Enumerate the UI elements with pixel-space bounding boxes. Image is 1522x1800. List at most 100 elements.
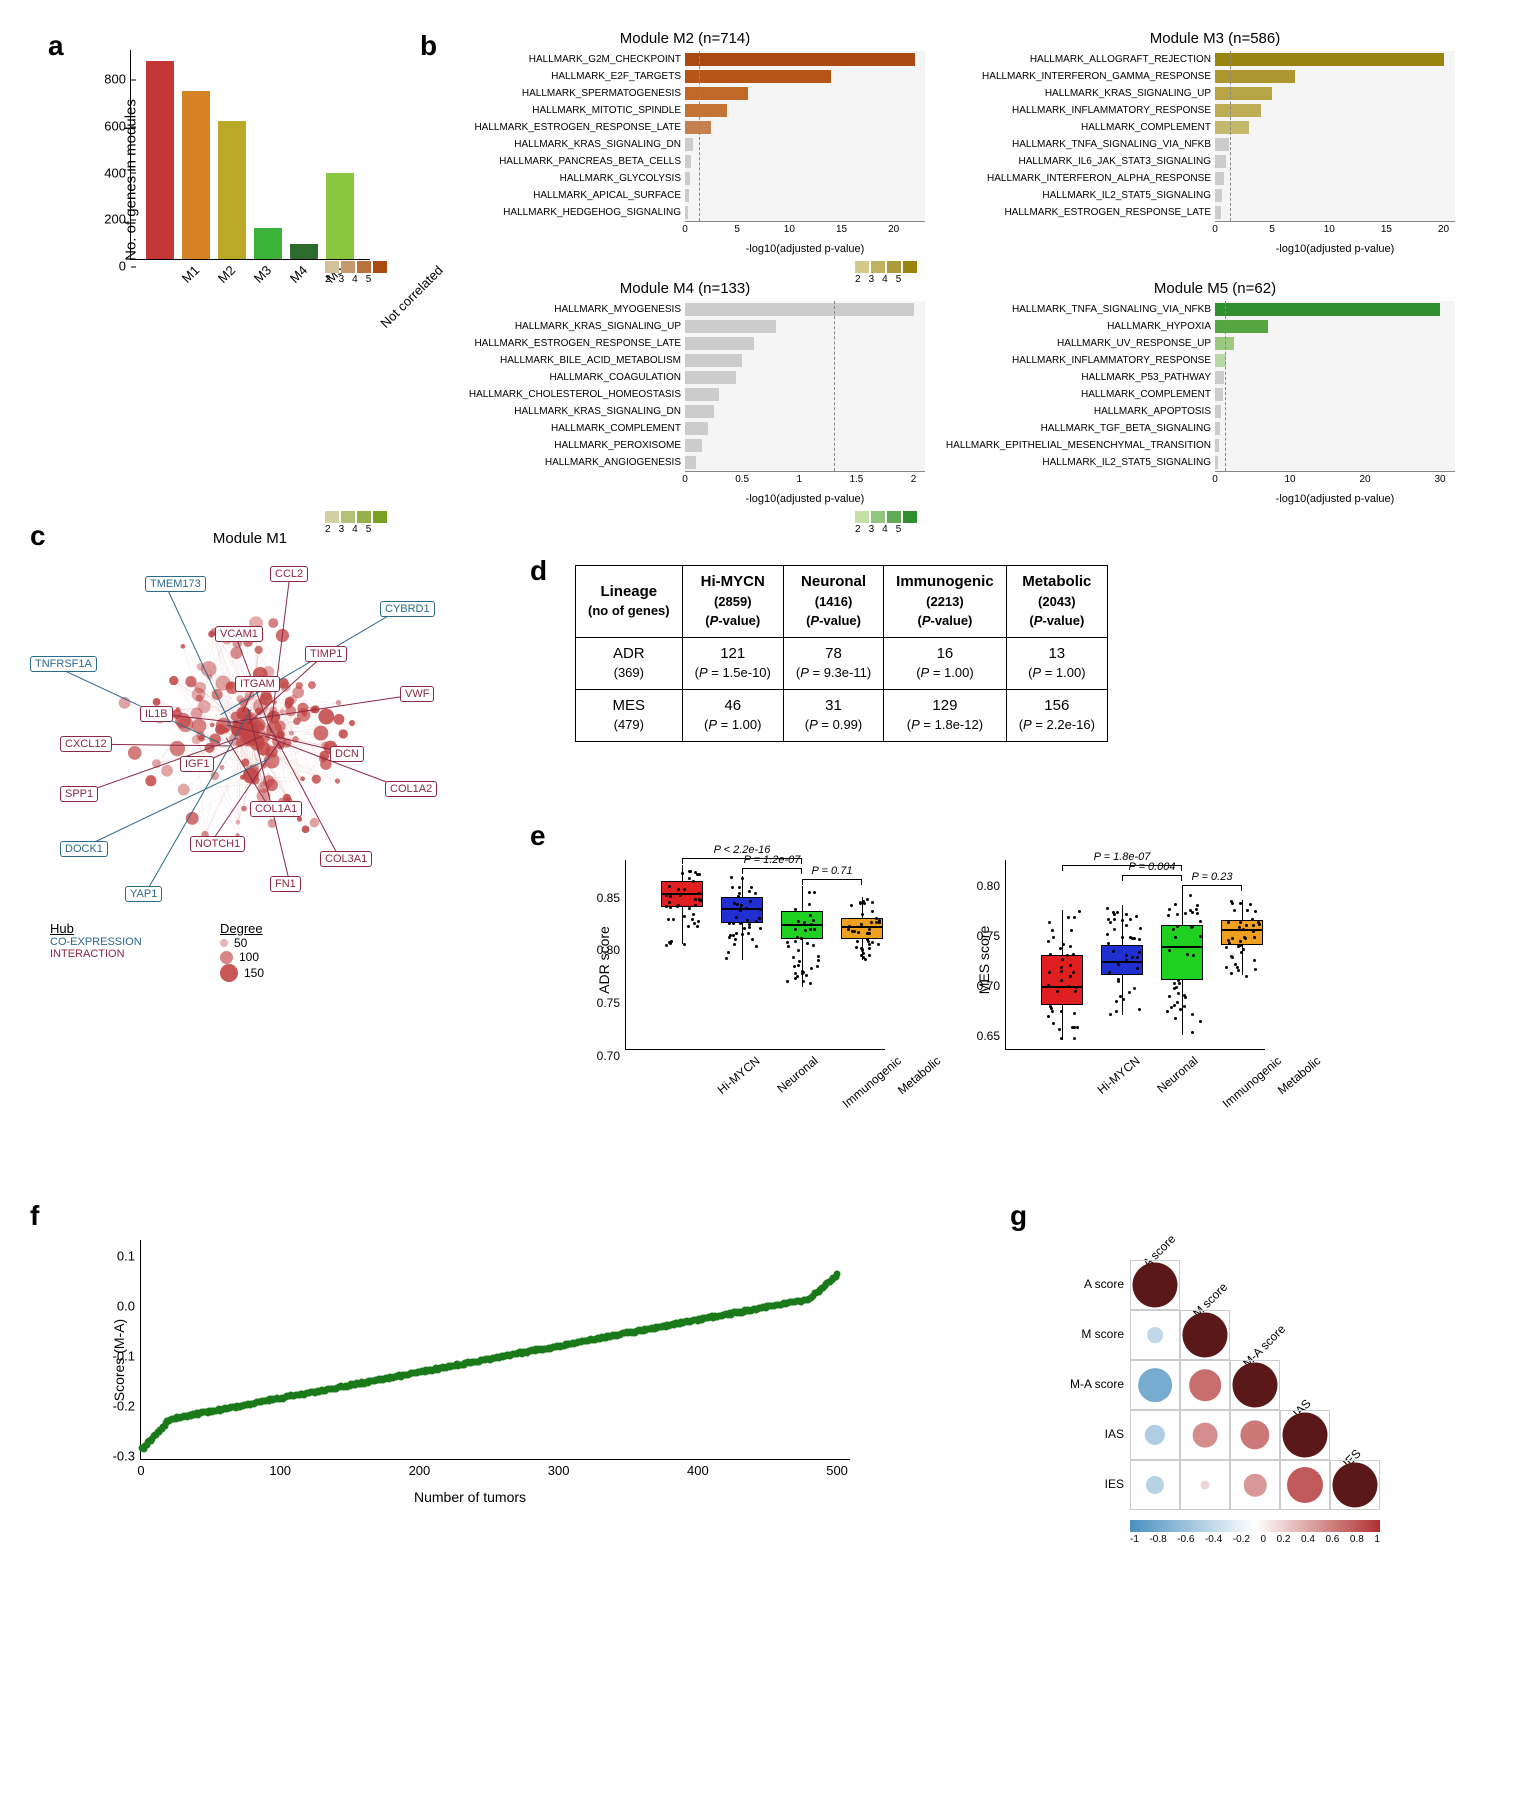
enrich-item-label: HALLMARK_UV_RESPONSE_UP: [1057, 335, 1215, 352]
boxplot-ytick: 0.70: [977, 979, 1006, 993]
corr-circle: [1283, 1413, 1328, 1458]
table-cell: 46(P = 1.00): [682, 689, 783, 741]
enrich-legend: 2345: [325, 261, 387, 273]
panel-a-xtick: M1: [175, 259, 202, 286]
pvalue-text: P = 0.23: [1192, 871, 1233, 883]
panel-a-bar: [218, 121, 246, 259]
boxplot-xlabel: Neuronal: [1150, 1049, 1200, 1096]
corr-circle: [1146, 1476, 1164, 1494]
enrich-item-label: HALLMARK_COMPLEMENT: [1081, 386, 1215, 403]
enrich-item-label: HALLMARK_ALLOGRAFT_REJECTION: [1030, 51, 1215, 68]
enrich-item-label: HALLMARK_APOPTOSIS: [1094, 403, 1215, 420]
gene-label: CCL2: [270, 566, 308, 582]
corr-circle: [1138, 1368, 1172, 1402]
enrich-plot: HALLMARK_ALLOGRAFT_REJECTIONHALLMARK_INT…: [1215, 51, 1455, 221]
table-rowhead: ADR(369): [576, 637, 683, 689]
enrich-bar: [1215, 371, 1224, 384]
gene-label: VWF: [400, 686, 434, 702]
gene-label: CYBRD1: [380, 601, 435, 617]
enrich-item-label: HALLMARK_GLYCOLYSIS: [560, 170, 685, 187]
panel-a-xtick: M2: [211, 259, 238, 286]
gene-label: FN1: [270, 876, 301, 892]
table-rowhead: MES(479): [576, 689, 683, 741]
enrich-xtick: 10: [1324, 224, 1335, 235]
enrich-bar: [1215, 138, 1229, 151]
enrich-xtick: 0: [1212, 224, 1218, 235]
enrich-bar: [1215, 303, 1440, 316]
panel-f-label: f: [30, 1200, 39, 1232]
panel-a-bar: [146, 61, 174, 259]
enrich-xlabel: -log10(adjusted p-value): [685, 243, 925, 255]
scatter-ytick: 0.1: [117, 1249, 141, 1264]
enrich-bar: [685, 456, 696, 469]
corr-circle: [1287, 1467, 1323, 1503]
enrich-legend: 2345: [325, 511, 387, 523]
gene-label: DOCK1: [60, 841, 108, 857]
gene-label: YAP1: [125, 886, 162, 902]
corr-label: A score: [1084, 1277, 1124, 1291]
panel-d-label: d: [530, 555, 547, 587]
enrich-module: Module M5 (n=62)HALLMARK_TNFA_SIGNALING_…: [975, 280, 1455, 505]
gene-label: IGF1: [180, 756, 214, 772]
gene-label: TNFRSF1A: [30, 656, 97, 672]
enrich-bar: [1215, 155, 1226, 168]
enrich-module: Module M2 (n=714)HALLMARK_G2M_CHECKPOINT…: [445, 30, 925, 255]
enrich-xtick: 0: [682, 474, 688, 485]
enrich-item-label: HALLMARK_PEROXISOME: [554, 437, 685, 454]
corr-circle: [1133, 1263, 1178, 1308]
enrich-bar: [1215, 422, 1220, 435]
enrich-xtick: 20: [1438, 224, 1449, 235]
corr-scale-ticks: -1-0.8-0.6-0.4-0.200.20.40.60.81: [1130, 1534, 1380, 1545]
enrich-xtick: 0: [682, 224, 688, 235]
enrich-item-label: HALLMARK_KRAS_SIGNALING_UP: [1045, 85, 1215, 102]
degree-legend: Degree50100150: [220, 921, 264, 982]
boxplot-ytick: 0.75: [597, 996, 626, 1010]
corr-circle: [1233, 1363, 1278, 1408]
enrich-legend: 2345: [855, 511, 917, 523]
boxplot-ytick: 0.80: [977, 879, 1006, 893]
enrich-bar: [1215, 70, 1295, 83]
panel-a-xtick: M4: [283, 259, 310, 286]
enrich-bar: [1215, 87, 1272, 100]
enrich-bar: [1215, 405, 1221, 418]
enrich-item-label: HALLMARK_KRAS_SIGNALING_DN: [514, 136, 685, 153]
enrich-bar: [1215, 439, 1219, 452]
gene-label: COL3A1: [320, 851, 372, 867]
enrich-bar: [685, 206, 688, 219]
enrich-item-label: HALLMARK_IL6_JAK_STAT3_SIGNALING: [1019, 153, 1216, 170]
enrich-item-label: HALLMARK_MITOTIC_SPINDLE: [532, 102, 685, 119]
panel-a-ytick: 0: [119, 259, 131, 274]
enrich-item-label: HALLMARK_IL2_STAT5_SIGNALING: [1042, 187, 1215, 204]
enrich-plot: HALLMARK_MYOGENESISHALLMARK_KRAS_SIGNALI…: [685, 301, 925, 471]
boxplot-ytick: 0.70: [597, 1049, 626, 1063]
enrich-bar: [1215, 456, 1218, 469]
table-cell: 121(P = 1.5e-10): [682, 637, 783, 689]
enrich-item-label: HALLMARK_BILE_ACID_METABOLISM: [500, 352, 685, 369]
corr-circle: [1244, 1474, 1267, 1497]
enrich-xtick: 0: [1212, 474, 1218, 485]
table-header: Immunogenic(2213)(P-value): [884, 566, 1007, 638]
scatter-xtick: 300: [548, 1459, 570, 1478]
hub-title: Hub: [50, 921, 142, 936]
corr-label: IES: [1105, 1477, 1124, 1491]
figure-root: a No. of genes in modules 0200400600800M…: [20, 20, 1502, 1780]
enrich-bar: [1215, 172, 1224, 185]
scatter-xtick: 0: [137, 1459, 144, 1478]
corr-label: M score: [1081, 1327, 1124, 1341]
corr-circle: [1201, 1481, 1210, 1490]
gene-label: ITGAM: [235, 676, 280, 692]
table-cell: 16(P = 1.00): [884, 637, 1007, 689]
table-header: Neuronal(1416)(P-value): [783, 566, 883, 638]
enrich-bar: [685, 155, 691, 168]
enrich-item-label: HALLMARK_INFLAMMATORY_RESPONSE: [1012, 102, 1215, 119]
enrich-item-label: HALLMARK_APICAL_SURFACE: [533, 187, 685, 204]
boxplot-ylabel: ADR score: [596, 926, 612, 994]
table-header: Hi-MYCN(2859)(P-value): [682, 566, 783, 638]
enrich-item-label: HALLMARK_SPERMATOGENESIS: [522, 85, 685, 102]
enrich-xtick: 5: [1269, 224, 1275, 235]
scatter-xtick: 500: [826, 1459, 848, 1478]
enrich-module: Module M3 (n=586)HALLMARK_ALLOGRAFT_REJE…: [975, 30, 1455, 255]
box: [781, 911, 823, 940]
enrich-item-label: HALLMARK_COMPLEMENT: [1081, 119, 1215, 136]
corr-circle: [1193, 1423, 1218, 1448]
